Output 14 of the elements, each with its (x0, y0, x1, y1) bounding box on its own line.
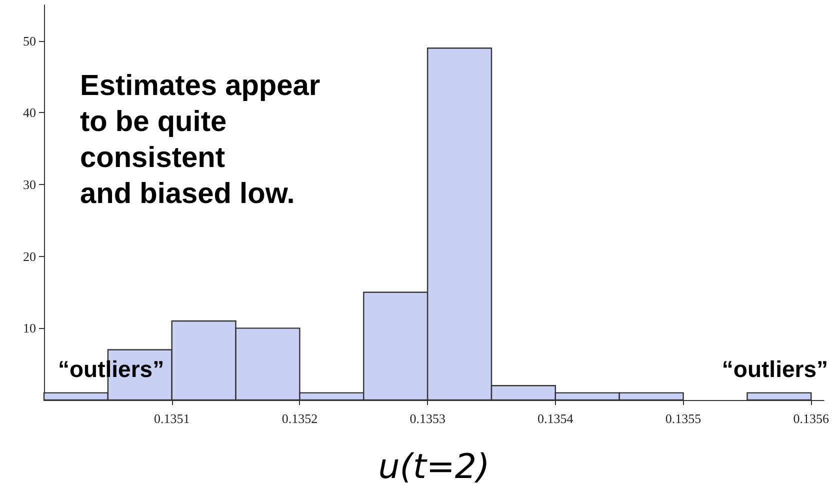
y-tick-label: 30 (23, 177, 36, 192)
x-tick-label: 0.1353 (410, 411, 446, 426)
annotation: “outliers” (722, 356, 828, 382)
x-tick-label: 0.1356 (793, 411, 830, 426)
annotation: Estimates appear to be quite consistent and biased low. (80, 70, 320, 210)
x-tick-label: 0.1354 (538, 411, 574, 426)
y-tick-label: 10 (23, 320, 36, 336)
x-tick-label: 0.1355 (665, 411, 702, 426)
x-tick-label: 0.1352 (282, 411, 318, 426)
y-tick-label: 50 (23, 33, 36, 48)
y-tick-label: 40 (23, 105, 36, 120)
x-axis-title: u(t=2) (378, 447, 490, 487)
x-tick-label: 0.1351 (154, 411, 190, 426)
y-tick-label: 20 (23, 248, 36, 264)
